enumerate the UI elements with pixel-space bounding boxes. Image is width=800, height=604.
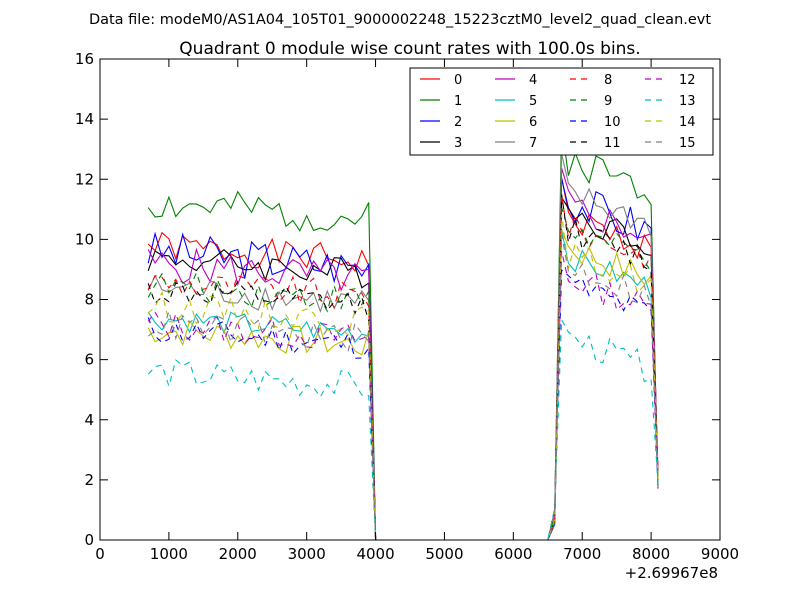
x-tick-label: 4000 [356,545,394,563]
x-tick-label: 2000 [219,545,257,563]
y-tick-label: 2 [84,471,94,489]
series-line-13 [147,317,659,541]
series-line-1 [147,125,659,541]
series-line-7 [147,153,659,541]
chart-suptitle: Data file: modeM0/AS1A04_105T01_90000022… [89,12,711,28]
legend-label-13: 13 [679,94,696,109]
legend-label-2: 2 [454,115,462,130]
y-tick-label: 4 [84,411,94,429]
legend-label-0: 0 [454,73,462,88]
legend-label-10: 10 [604,115,621,130]
series-line-0 [147,177,659,541]
y-tick-label: 10 [75,230,94,248]
legend-label-11: 11 [604,136,621,151]
series-line-8 [147,195,659,541]
y-tick-label: 12 [75,170,94,188]
legend-label-5: 5 [529,94,537,109]
legend-label-3: 3 [454,136,462,151]
legend-label-14: 14 [679,115,696,130]
series-line-4 [147,168,659,541]
series-line-14 [147,214,659,541]
series-line-15 [147,234,659,541]
x-tick-label: 3000 [288,545,326,563]
x-tick-label: 9000 [701,545,739,563]
y-tick-label: 0 [84,531,94,549]
y-tick-label: 6 [84,351,94,369]
x-offset-label: +2.69967e8 [625,564,718,582]
x-tick-label: 8000 [632,545,670,563]
series-line-9 [147,207,659,541]
y-tick-label: 16 [75,50,94,68]
x-tick-label: 7000 [563,545,601,563]
legend-label-4: 4 [529,73,537,88]
x-tick-label: 0 [95,545,105,563]
legend-label-6: 6 [529,115,537,130]
legend-label-8: 8 [604,73,612,88]
x-tick-label: 6000 [494,545,532,563]
legend-label-1: 1 [454,94,462,109]
legend-label-7: 7 [529,136,537,151]
y-tick-label: 14 [75,110,94,128]
axes: 0 1000 2000 3000 4000 5000 6000 7000 8000 9000 0 2 4… [75,50,739,563]
legend-label-12: 12 [679,73,696,88]
y-tick-label: 8 [84,291,94,309]
x-tick-label: 5000 [425,545,463,563]
chart-title: Quadrant 0 module wise count rates with … [179,39,640,59]
series-line-11 [147,194,659,541]
legend-label-9: 9 [604,94,612,109]
x-tick-label: 1000 [150,545,188,563]
legend-label-15: 15 [679,136,696,151]
series-line-6 [147,229,659,541]
legend-box [409,67,714,156]
series-line-10 [147,268,659,541]
